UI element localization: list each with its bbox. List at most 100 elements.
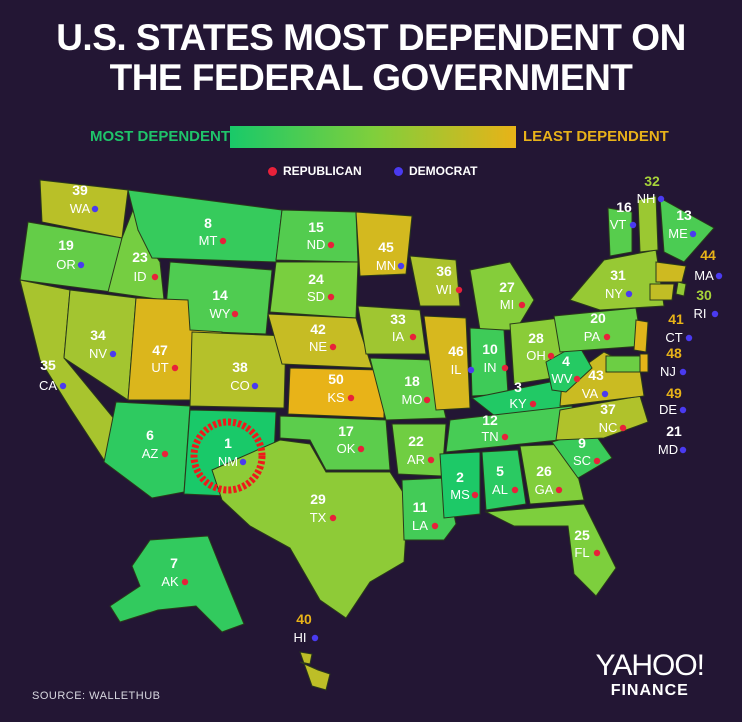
- party-dot-tx: [329, 514, 337, 522]
- state-rank-nj: 48: [666, 345, 682, 361]
- party-dot-or: [77, 261, 85, 269]
- legend-gradient-bar: [230, 126, 516, 148]
- state-rank-ks: 50: [328, 371, 344, 387]
- state-rank-ok: 17: [338, 423, 354, 439]
- party-dot-nj: [679, 368, 687, 376]
- state-abbr-wi: WI: [436, 282, 452, 297]
- state-rank-sd: 24: [308, 271, 324, 287]
- party-dot-fl: [593, 549, 601, 557]
- state-abbr-wy: WY: [210, 306, 231, 321]
- state-mo: [369, 357, 447, 421]
- state-abbr-vt: VT: [610, 217, 627, 232]
- state-abbr-nh: NH: [637, 191, 656, 206]
- party-dot-ca: [59, 382, 67, 390]
- state-ar: [391, 423, 447, 477]
- state-rank-tx: 29: [310, 491, 326, 507]
- state-rank-id: 23: [132, 249, 148, 265]
- state-abbr-sc: SC: [573, 453, 591, 468]
- title-line-2: THE FEDERAL GOVERNMENT: [109, 57, 633, 98]
- state-wi: [409, 255, 461, 307]
- state-ia: [357, 305, 427, 355]
- party-dot-ar: [427, 456, 435, 464]
- party-dot-sd: [327, 293, 335, 301]
- party-dot-la: [431, 522, 439, 530]
- party-dot-al: [511, 486, 519, 494]
- state-md: [605, 355, 641, 373]
- party-dot-nh: [657, 195, 665, 203]
- state-abbr-va: VA: [582, 386, 599, 401]
- state-abbr-la: LA: [412, 518, 428, 533]
- state-rank-ct: 41: [668, 311, 684, 327]
- source-credit: SOURCE: WALLETHUB: [32, 690, 161, 702]
- state-ri: [675, 281, 687, 297]
- republican-label: REPUBLICAN: [283, 164, 362, 178]
- party-dot-ri: [711, 310, 719, 318]
- state-abbr-ky: KY: [509, 396, 527, 411]
- state-abbr-tn: TN: [481, 429, 498, 444]
- state-abbr-ny: NY: [605, 286, 623, 301]
- democrat-label: DEMOCRAT: [409, 164, 478, 178]
- party-dot-va: [601, 390, 609, 398]
- state-rank-mo: 18: [404, 373, 420, 389]
- party-dot-pa: [603, 333, 611, 341]
- state-rank-sc: 9: [578, 435, 586, 451]
- party-dot-ms: [471, 491, 479, 499]
- state-abbr-mo: MO: [402, 392, 423, 407]
- state-rank-nc: 37: [600, 401, 616, 417]
- state-rank-al: 5: [496, 463, 504, 479]
- party-dot-ct: [685, 334, 693, 342]
- democrat-dot-icon: [394, 166, 403, 176]
- logo-finance-text: FINANCE: [610, 682, 689, 699]
- party-dot-wy: [231, 310, 239, 318]
- state-fl: [484, 503, 617, 597]
- state-rank-fl: 25: [574, 527, 590, 543]
- state-abbr-wa: WA: [70, 201, 91, 216]
- state-rank-la: 11: [413, 499, 428, 515]
- state-rank-pa: 20: [590, 310, 606, 326]
- state-abbr-ia: IA: [392, 329, 405, 344]
- party-dot-hi: [311, 634, 319, 642]
- state-abbr-ok: OK: [337, 441, 356, 456]
- party-dot-md: [679, 446, 687, 454]
- state-abbr-ks: KS: [327, 390, 345, 405]
- state-rank-mt: 8: [204, 215, 212, 231]
- state-abbr-ga: GA: [535, 482, 554, 497]
- state-rank-il: 46: [448, 343, 464, 359]
- state-rank-ri: 30: [696, 287, 712, 303]
- state-abbr-mn: MN: [376, 258, 396, 273]
- state-rank-nv: 34: [90, 327, 106, 343]
- state-rank-mi: 27: [499, 279, 515, 295]
- legend-least-label: LEAST DEPENDENT: [523, 128, 669, 145]
- state-abbr-hi: HI: [294, 630, 307, 645]
- state-rank-ga: 26: [536, 463, 552, 479]
- state-rank-md: 21: [666, 423, 682, 439]
- logo-yahoo-text: YAHOO!: [595, 649, 705, 682]
- state-tx: [211, 439, 409, 619]
- state-abbr-mt: MT: [199, 233, 218, 248]
- state-rank-hi: 40: [296, 611, 312, 627]
- state-abbr-de: DE: [659, 402, 677, 417]
- state-rank-wv: 4: [562, 353, 570, 369]
- party-dot-wi: [455, 286, 463, 294]
- party-dot-ok: [357, 445, 365, 453]
- state-rank-ne: 42: [310, 321, 326, 337]
- party-dot-nd: [327, 241, 335, 249]
- state-nh: [637, 195, 659, 253]
- state-rank-ak: 7: [170, 555, 178, 571]
- state-vt: [607, 207, 633, 257]
- state-ms: [439, 451, 481, 519]
- page-title: U.S. STATES MOST DEPENDENT ON THE FEDERA…: [0, 18, 742, 98]
- highlight-circle: [190, 418, 266, 494]
- party-dot-ky: [529, 400, 537, 408]
- party-dot-ne: [329, 343, 337, 351]
- legend-republican: REPUBLICAN: [268, 164, 362, 178]
- state-shapes: [19, 179, 715, 691]
- party-dot-il: [467, 366, 475, 374]
- state-abbr-sd: SD: [307, 289, 325, 304]
- state-rank-ca: 35: [40, 357, 56, 373]
- party-dot-az: [161, 450, 169, 458]
- party-dot-vt: [629, 221, 637, 229]
- state-abbr-ar: AR: [407, 452, 425, 467]
